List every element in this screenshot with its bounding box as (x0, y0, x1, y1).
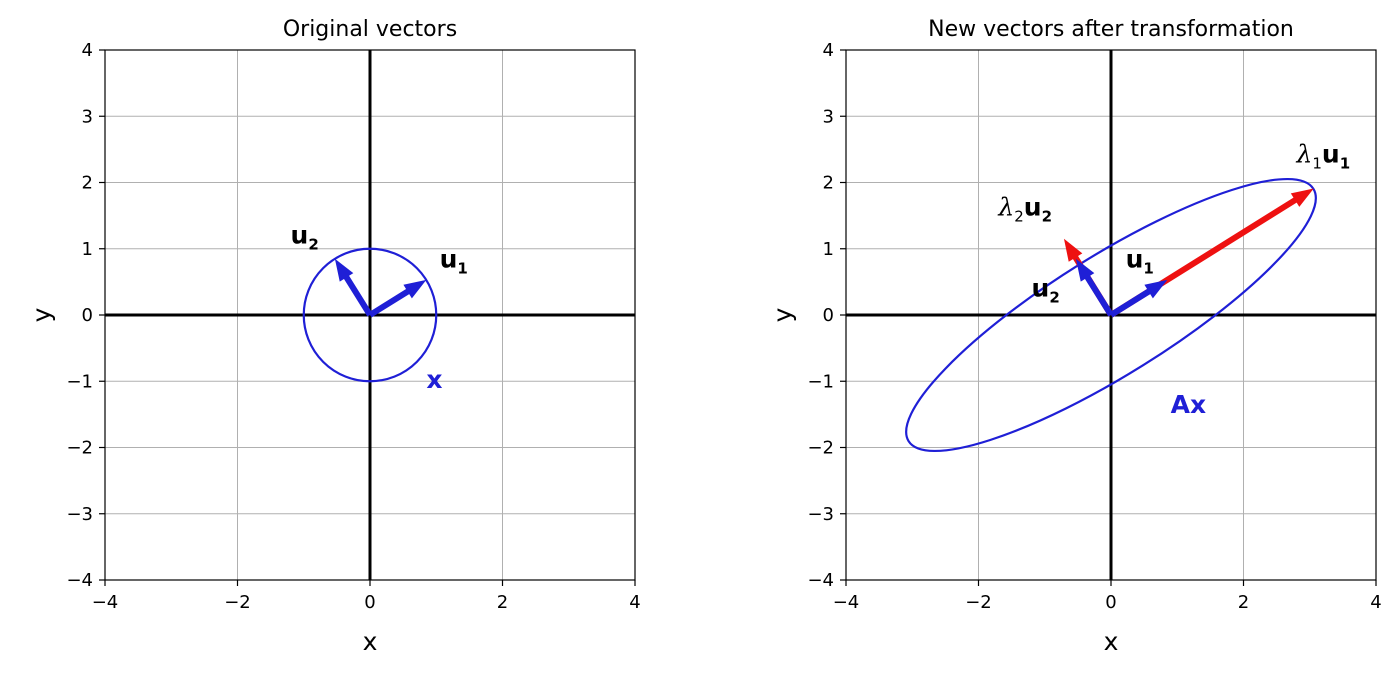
x-tick-label: 4 (1370, 592, 1381, 613)
y-axis-title: y (27, 307, 56, 322)
y-tick-label: −2 (807, 438, 834, 459)
y-tick-label: 1 (82, 239, 93, 260)
y-tick-label: 2 (823, 173, 834, 194)
x-axis-title: x (363, 627, 378, 656)
label-subscript: 1 (1143, 259, 1153, 277)
plot-title: New vectors after transformation (928, 17, 1294, 42)
x-tick-label: 2 (497, 592, 508, 613)
y-tick-label: 1 (823, 239, 834, 260)
y-tick-label: −1 (66, 371, 93, 392)
plot-title: Original vectors (283, 17, 457, 42)
x-tick-label: −2 (965, 592, 992, 613)
label-base: u (1322, 140, 1340, 169)
y-tick-label: 3 (82, 106, 93, 127)
x-tick-label: 2 (1238, 592, 1249, 613)
y-axis-title: y (768, 307, 797, 322)
y-tick-label: −3 (807, 504, 834, 525)
x-axis-title: x (1104, 627, 1119, 656)
vector-u1 (1109, 279, 1168, 318)
label-subscript: 2 (1049, 288, 1059, 306)
label-base: x (426, 365, 442, 394)
label-subscript: 1 (1340, 155, 1350, 173)
label-base: u (1126, 244, 1144, 273)
x-tick-label: −4 (92, 592, 119, 613)
y-tick-label: 0 (823, 305, 834, 326)
label-u2: u2 (291, 220, 319, 253)
y-tick-label: 2 (82, 173, 93, 194)
label-u1: u1 (1126, 244, 1154, 277)
unit-circle (302, 247, 438, 383)
y-tick-label: 0 (82, 305, 93, 326)
x-tick-label: 4 (629, 592, 640, 613)
label-lambda1-u1: λ1u1 (1296, 140, 1351, 173)
y-tick-label: 3 (823, 106, 834, 127)
x-tick-label: 0 (364, 592, 375, 613)
label-x: x (426, 365, 442, 394)
y-tick-label: −3 (66, 504, 93, 525)
y-tick-label: −2 (66, 438, 93, 459)
x-tick-label: 0 (1105, 592, 1116, 613)
label-base: Ax (1171, 390, 1206, 419)
plot-panel-2: −4 −2 0 2 4 −4 −3 −2 −1 0 1 2 3 4 New vectors after tr… (768, 17, 1382, 656)
label-subscript: 2 (1042, 208, 1052, 226)
lambda-subscript: 2 (1014, 208, 1024, 226)
lambda-subscript: 1 (1312, 155, 1322, 173)
x-tick-label: −4 (833, 592, 860, 613)
y-tick-label: −1 (807, 371, 834, 392)
lambda-symbol: λ (997, 193, 1014, 222)
label-base: u (1024, 193, 1042, 222)
x-tick-label: −2 (224, 592, 251, 613)
label-u1: u1 (440, 244, 468, 277)
y-tick-label: 4 (823, 40, 834, 61)
label-base: u (440, 244, 458, 273)
vector-u1 (368, 279, 427, 318)
label-lambda2-u2: λ2u2 (997, 193, 1052, 226)
label-Ax: Ax (1171, 390, 1206, 419)
label-base: u (291, 220, 309, 249)
vector-u2 (1075, 258, 1114, 317)
y-tick-label: −4 (66, 570, 93, 591)
lambda-symbol: λ (1296, 140, 1313, 169)
label-base: u (1032, 273, 1050, 302)
label-subscript: 1 (457, 259, 467, 277)
label-u2: u2 (1032, 273, 1060, 306)
label-subscript: 2 (308, 235, 318, 253)
y-tick-label: 4 (82, 40, 93, 61)
y-tick-label: −4 (807, 570, 834, 591)
vector-u2 (334, 258, 373, 317)
